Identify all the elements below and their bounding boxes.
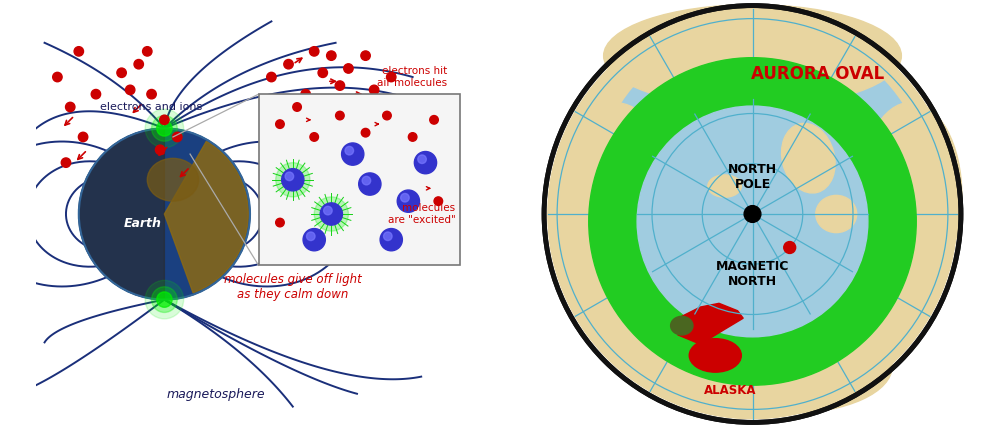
Text: electrons and ions: electrons and ions [100,102,202,112]
Circle shape [352,98,362,107]
Circle shape [152,116,177,141]
Circle shape [383,111,391,120]
Circle shape [53,72,62,82]
Circle shape [275,98,285,107]
Circle shape [284,59,293,69]
Circle shape [173,132,182,142]
Ellipse shape [687,320,892,413]
Circle shape [306,232,315,241]
Circle shape [544,6,961,422]
Ellipse shape [782,123,835,193]
Circle shape [637,106,868,337]
Circle shape [267,72,276,82]
Circle shape [369,85,379,95]
Circle shape [361,51,370,60]
Text: MAGNETIC
NORTH: MAGNETIC NORTH [716,259,789,288]
Circle shape [324,206,332,215]
Ellipse shape [604,5,901,107]
Circle shape [276,218,284,227]
Circle shape [387,72,396,82]
Circle shape [744,205,761,223]
Circle shape [66,102,75,112]
Circle shape [125,85,135,95]
Circle shape [91,89,101,99]
Ellipse shape [671,316,693,335]
Circle shape [145,109,184,148]
Text: Earth: Earth [124,217,162,230]
Circle shape [78,132,88,142]
Circle shape [320,203,342,225]
Circle shape [117,68,126,77]
Ellipse shape [689,339,741,372]
Circle shape [401,193,409,202]
Text: electrons hit
air molecules: electrons hit air molecules [377,66,447,88]
Ellipse shape [618,70,869,321]
Circle shape [784,241,796,253]
Circle shape [589,58,916,385]
Circle shape [397,190,419,212]
Circle shape [293,103,301,111]
Circle shape [344,64,353,73]
Circle shape [147,89,156,99]
Circle shape [314,197,348,231]
Circle shape [155,145,165,155]
Circle shape [384,232,392,241]
Circle shape [434,197,443,205]
Circle shape [361,128,370,137]
Circle shape [408,133,417,141]
Circle shape [61,158,71,167]
Circle shape [79,128,250,300]
Circle shape [362,176,371,185]
Wedge shape [164,141,248,293]
Circle shape [292,115,302,125]
Text: NORTH
POLE: NORTH POLE [728,163,777,191]
Text: molecules
are "excited": molecules are "excited" [388,203,455,225]
Ellipse shape [816,196,857,232]
Circle shape [345,146,354,155]
Circle shape [342,143,364,165]
Circle shape [74,47,84,56]
Text: molecules give off light
as they calm down: molecules give off light as they calm do… [224,273,362,301]
Circle shape [157,121,172,136]
Text: AURORA OVAL: AURORA OVAL [751,65,884,83]
Circle shape [276,120,284,128]
Text: ALASKA: ALASKA [704,384,756,397]
Circle shape [285,172,294,181]
Circle shape [160,115,169,125]
Circle shape [430,116,438,124]
Wedge shape [79,128,164,300]
Circle shape [310,133,318,141]
Circle shape [327,51,336,60]
Ellipse shape [147,158,199,201]
Circle shape [301,89,310,99]
Circle shape [318,68,327,77]
Ellipse shape [594,28,929,363]
Circle shape [303,229,325,251]
Circle shape [336,111,344,120]
Circle shape [548,9,957,419]
Circle shape [276,163,310,197]
Circle shape [380,229,402,251]
Circle shape [418,155,426,163]
Circle shape [134,59,143,69]
Ellipse shape [708,175,741,197]
Ellipse shape [860,102,962,288]
Circle shape [309,47,319,56]
Circle shape [152,287,177,312]
Ellipse shape [557,102,669,251]
Text: magnetosphere: magnetosphere [166,388,265,401]
Circle shape [145,280,184,319]
Circle shape [335,81,345,90]
Polygon shape [678,303,743,344]
Circle shape [414,152,437,174]
Circle shape [282,169,304,191]
Circle shape [157,292,172,307]
FancyBboxPatch shape [259,94,460,265]
Circle shape [359,173,381,195]
Circle shape [641,110,864,333]
Circle shape [143,47,152,56]
